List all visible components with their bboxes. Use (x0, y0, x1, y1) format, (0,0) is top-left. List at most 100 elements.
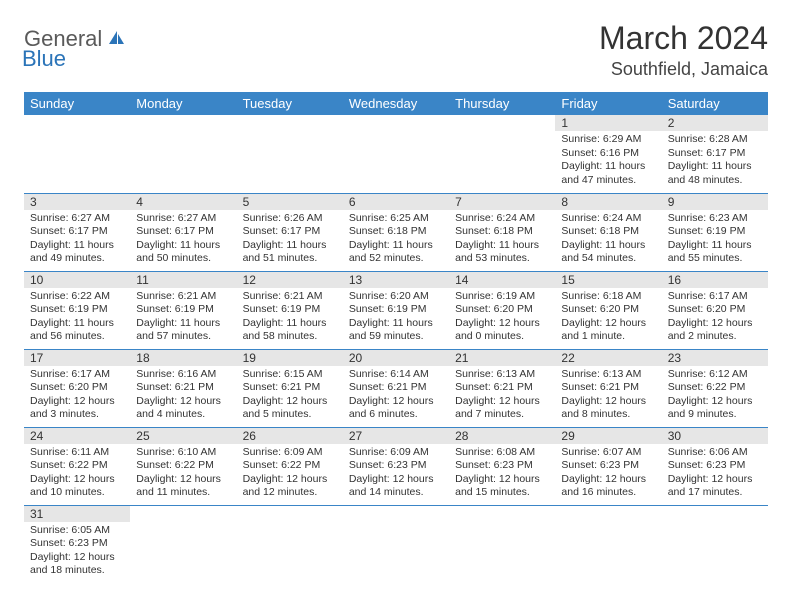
day-number: 8 (555, 194, 661, 210)
calendar-cell: 6Sunrise: 6:25 AMSunset: 6:18 PMDaylight… (343, 193, 449, 271)
sunset-text: Sunset: 6:21 PM (136, 381, 230, 395)
sunrise-text: Sunrise: 6:17 AM (30, 368, 124, 382)
sunrise-text: Sunrise: 6:23 AM (668, 212, 762, 226)
daylight-text: and 1 minute. (561, 330, 655, 344)
daylight-text: and 50 minutes. (136, 252, 230, 266)
day-content: Sunrise: 6:24 AMSunset: 6:18 PMDaylight:… (449, 210, 555, 271)
day-number: 29 (555, 428, 661, 444)
calendar-cell: 19Sunrise: 6:15 AMSunset: 6:21 PMDayligh… (237, 349, 343, 427)
day-content: Sunrise: 6:05 AMSunset: 6:23 PMDaylight:… (24, 522, 130, 583)
daylight-text: Daylight: 12 hours (455, 317, 549, 331)
day-number: 17 (24, 350, 130, 366)
sunrise-text: Sunrise: 6:18 AM (561, 290, 655, 304)
day-content: Sunrise: 6:21 AMSunset: 6:19 PMDaylight:… (237, 288, 343, 349)
calendar-cell (343, 505, 449, 583)
calendar-cell: 7Sunrise: 6:24 AMSunset: 6:18 PMDaylight… (449, 193, 555, 271)
daylight-text: and 9 minutes. (668, 408, 762, 422)
daylight-text: Daylight: 11 hours (561, 239, 655, 253)
daylight-text: and 54 minutes. (561, 252, 655, 266)
daylight-text: and 57 minutes. (136, 330, 230, 344)
day-number: 1 (555, 115, 661, 131)
daylight-text: Daylight: 11 hours (349, 239, 443, 253)
daylight-text: Daylight: 12 hours (349, 395, 443, 409)
daylight-text: and 49 minutes. (30, 252, 124, 266)
calendar-cell: 21Sunrise: 6:13 AMSunset: 6:21 PMDayligh… (449, 349, 555, 427)
header: General March 2024 Southfield, Jamaica (24, 20, 768, 80)
day-number: 5 (237, 194, 343, 210)
daylight-text: and 51 minutes. (243, 252, 337, 266)
daylight-text: and 55 minutes. (668, 252, 762, 266)
daylight-text: Daylight: 12 hours (668, 395, 762, 409)
sunset-text: Sunset: 6:21 PM (561, 381, 655, 395)
day-content: Sunrise: 6:27 AMSunset: 6:17 PMDaylight:… (24, 210, 130, 271)
calendar-row: 31Sunrise: 6:05 AMSunset: 6:23 PMDayligh… (24, 505, 768, 583)
day-content: Sunrise: 6:09 AMSunset: 6:22 PMDaylight:… (237, 444, 343, 505)
daylight-text: and 0 minutes. (455, 330, 549, 344)
day-number: 3 (24, 194, 130, 210)
daylight-text: Daylight: 12 hours (561, 317, 655, 331)
sunset-text: Sunset: 6:19 PM (136, 303, 230, 317)
sunset-text: Sunset: 6:17 PM (668, 147, 762, 161)
sunset-text: Sunset: 6:23 PM (349, 459, 443, 473)
daylight-text: Daylight: 12 hours (30, 551, 124, 565)
daylight-text: Daylight: 12 hours (561, 473, 655, 487)
calendar-cell: 26Sunrise: 6:09 AMSunset: 6:22 PMDayligh… (237, 427, 343, 505)
calendar-cell (662, 505, 768, 583)
sunset-text: Sunset: 6:19 PM (349, 303, 443, 317)
day-content: Sunrise: 6:29 AMSunset: 6:16 PMDaylight:… (555, 131, 661, 192)
daylight-text: Daylight: 11 hours (349, 317, 443, 331)
sunset-text: Sunset: 6:23 PM (455, 459, 549, 473)
daylight-text: and 10 minutes. (30, 486, 124, 500)
day-number: 21 (449, 350, 555, 366)
day-number: 6 (343, 194, 449, 210)
calendar-cell: 23Sunrise: 6:12 AMSunset: 6:22 PMDayligh… (662, 349, 768, 427)
sunset-text: Sunset: 6:22 PM (136, 459, 230, 473)
day-content: Sunrise: 6:15 AMSunset: 6:21 PMDaylight:… (237, 366, 343, 427)
sunset-text: Sunset: 6:17 PM (243, 225, 337, 239)
calendar-cell: 27Sunrise: 6:09 AMSunset: 6:23 PMDayligh… (343, 427, 449, 505)
day-content: Sunrise: 6:06 AMSunset: 6:23 PMDaylight:… (662, 444, 768, 505)
day-number: 7 (449, 194, 555, 210)
sunset-text: Sunset: 6:22 PM (243, 459, 337, 473)
calendar-cell: 15Sunrise: 6:18 AMSunset: 6:20 PMDayligh… (555, 271, 661, 349)
calendar-cell (449, 115, 555, 193)
sunrise-text: Sunrise: 6:08 AM (455, 446, 549, 460)
sunrise-text: Sunrise: 6:29 AM (561, 133, 655, 147)
daylight-text: and 3 minutes. (30, 408, 124, 422)
daylight-text: Daylight: 12 hours (668, 473, 762, 487)
day-content: Sunrise: 6:25 AMSunset: 6:18 PMDaylight:… (343, 210, 449, 271)
day-number: 30 (662, 428, 768, 444)
sunset-text: Sunset: 6:20 PM (30, 381, 124, 395)
day-number: 19 (237, 350, 343, 366)
sunset-text: Sunset: 6:19 PM (668, 225, 762, 239)
daylight-text: and 17 minutes. (668, 486, 762, 500)
day-number: 20 (343, 350, 449, 366)
calendar-cell: 3Sunrise: 6:27 AMSunset: 6:17 PMDaylight… (24, 193, 130, 271)
daylight-text: Daylight: 12 hours (30, 395, 124, 409)
sunset-text: Sunset: 6:22 PM (668, 381, 762, 395)
sunrise-text: Sunrise: 6:11 AM (30, 446, 124, 460)
daylight-text: Daylight: 12 hours (30, 473, 124, 487)
month-title: March 2024 (599, 20, 768, 57)
sunrise-text: Sunrise: 6:24 AM (455, 212, 549, 226)
sunrise-text: Sunrise: 6:14 AM (349, 368, 443, 382)
sunrise-text: Sunrise: 6:15 AM (243, 368, 337, 382)
sunset-text: Sunset: 6:17 PM (30, 225, 124, 239)
day-content: Sunrise: 6:20 AMSunset: 6:19 PMDaylight:… (343, 288, 449, 349)
calendar-row: 24Sunrise: 6:11 AMSunset: 6:22 PMDayligh… (24, 427, 768, 505)
weekday-header: Tuesday (237, 92, 343, 115)
sunrise-text: Sunrise: 6:13 AM (561, 368, 655, 382)
daylight-text: Daylight: 11 hours (243, 317, 337, 331)
daylight-text: and 12 minutes. (243, 486, 337, 500)
day-content: Sunrise: 6:08 AMSunset: 6:23 PMDaylight:… (449, 444, 555, 505)
daylight-text: Daylight: 11 hours (243, 239, 337, 253)
calendar-cell (24, 115, 130, 193)
calendar-cell: 28Sunrise: 6:08 AMSunset: 6:23 PMDayligh… (449, 427, 555, 505)
day-content: Sunrise: 6:17 AMSunset: 6:20 PMDaylight:… (662, 288, 768, 349)
daylight-text: Daylight: 12 hours (349, 473, 443, 487)
calendar-cell: 13Sunrise: 6:20 AMSunset: 6:19 PMDayligh… (343, 271, 449, 349)
sunset-text: Sunset: 6:20 PM (455, 303, 549, 317)
sunset-text: Sunset: 6:19 PM (30, 303, 124, 317)
calendar-cell (555, 505, 661, 583)
daylight-text: Daylight: 12 hours (561, 395, 655, 409)
